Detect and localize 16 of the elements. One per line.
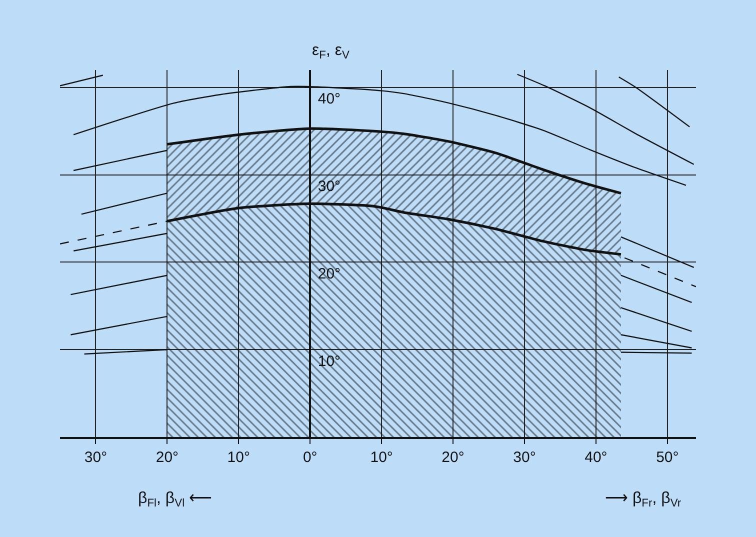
y-tick-label: 10° [318, 352, 341, 370]
x-tick-label: 20° [156, 449, 179, 466]
x-tick-label: 0° [302, 449, 318, 466]
y-tick-label: 40° [318, 90, 341, 108]
x-tick-label: 10° [227, 449, 250, 466]
x-tick-label: 30° [513, 449, 536, 466]
x-tick-label: 30° [84, 449, 108, 466]
x-axis-title: β$_{Fl}$, β$_{Vl}$ ⟵ [138, 490, 212, 510]
x-tick-label: 50° [656, 449, 679, 466]
x-tick-label: 20° [442, 449, 464, 466]
text: ⟶ β$_{Fr}$, β$_{Vr}$ [605, 490, 682, 510]
y-axis-title: ε$_{F}$, ε$_{V}$ [312, 42, 350, 62]
y-tick-label: 30° [318, 178, 341, 196]
y-tick-label: 20° [318, 265, 341, 282]
x-tick-label: 10° [370, 449, 393, 466]
x-tick-label: 40° [584, 449, 608, 466]
